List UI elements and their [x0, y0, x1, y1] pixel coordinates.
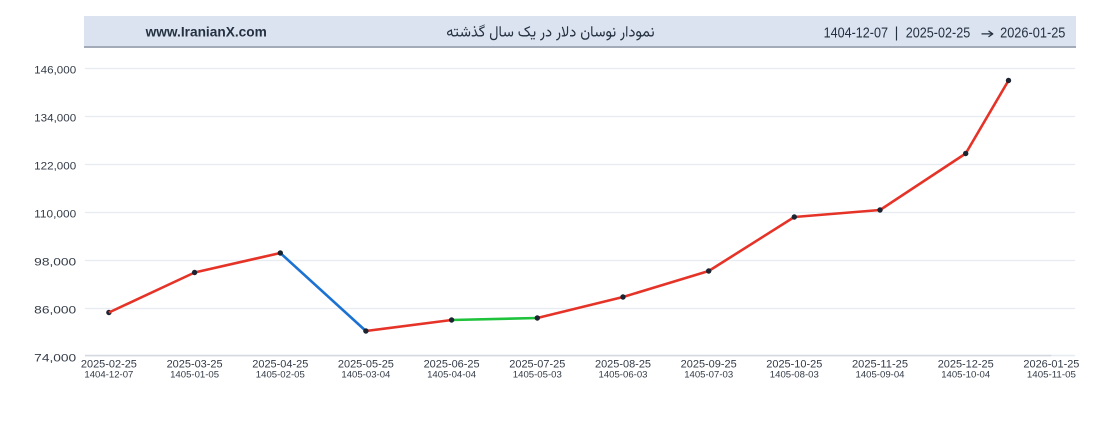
svg-text:2025-10-25: 2025-10-25	[766, 358, 822, 370]
svg-text:2025-08-25: 2025-08-25	[595, 358, 651, 370]
svg-text:2025-07-25: 2025-07-25	[509, 358, 565, 370]
svg-text:2025-06-25: 2025-06-25	[424, 358, 480, 370]
svg-text:1405-05-03: 1405-05-03	[513, 369, 562, 380]
svg-text:1404-12-07: 1404-12-07	[84, 369, 133, 380]
svg-text:1405-02-05: 1405-02-05	[256, 369, 305, 380]
svg-text:1405-03-04: 1405-03-04	[341, 369, 391, 380]
svg-text:www.IranianX.com: www.IranianX.com	[145, 25, 267, 41]
svg-text:1405-08-03: 1405-08-03	[770, 369, 819, 380]
svg-text:2025-04-25: 2025-04-25	[252, 358, 308, 370]
svg-text:1405-04-04: 1405-04-04	[427, 369, 477, 380]
svg-text:2026-01-25: 2026-01-25	[1000, 26, 1065, 42]
svg-text:146,000: 146,000	[34, 65, 76, 77]
svg-text:2025-02-25: 2025-02-25	[81, 358, 137, 370]
svg-text:74,000: 74,000	[34, 353, 76, 365]
svg-text:1405-11-05: 1405-11-05	[1027, 369, 1076, 380]
svg-text:1405-06-03: 1405-06-03	[599, 369, 648, 380]
svg-text:2025-09-25: 2025-09-25	[681, 358, 737, 370]
svg-text:86,000: 86,000	[34, 305, 76, 317]
svg-text:2025-03-25: 2025-03-25	[167, 358, 223, 370]
svg-text:134,000: 134,000	[34, 113, 76, 125]
svg-text:1405-10-04: 1405-10-04	[941, 369, 991, 380]
svg-text:1405-01-05: 1405-01-05	[170, 369, 219, 380]
svg-text:2025-12-25: 2025-12-25	[938, 358, 994, 370]
svg-text:1404-12-07: 1404-12-07	[824, 26, 888, 42]
svg-text:1405-09-04: 1405-09-04	[856, 369, 906, 380]
svg-text:122,000: 122,000	[34, 161, 76, 173]
svg-text:2025-05-25: 2025-05-25	[338, 358, 394, 370]
svg-text:2026-01-25: 2026-01-25	[1023, 358, 1079, 370]
svg-text:|: |	[895, 26, 899, 42]
svg-text:98,000: 98,000	[34, 257, 76, 269]
svg-text:2025-11-25: 2025-11-25	[852, 358, 908, 370]
svg-text:2025-02-25: 2025-02-25	[906, 26, 970, 42]
svg-text:110,000: 110,000	[34, 209, 76, 221]
svg-text:1405-07-03: 1405-07-03	[684, 369, 733, 380]
